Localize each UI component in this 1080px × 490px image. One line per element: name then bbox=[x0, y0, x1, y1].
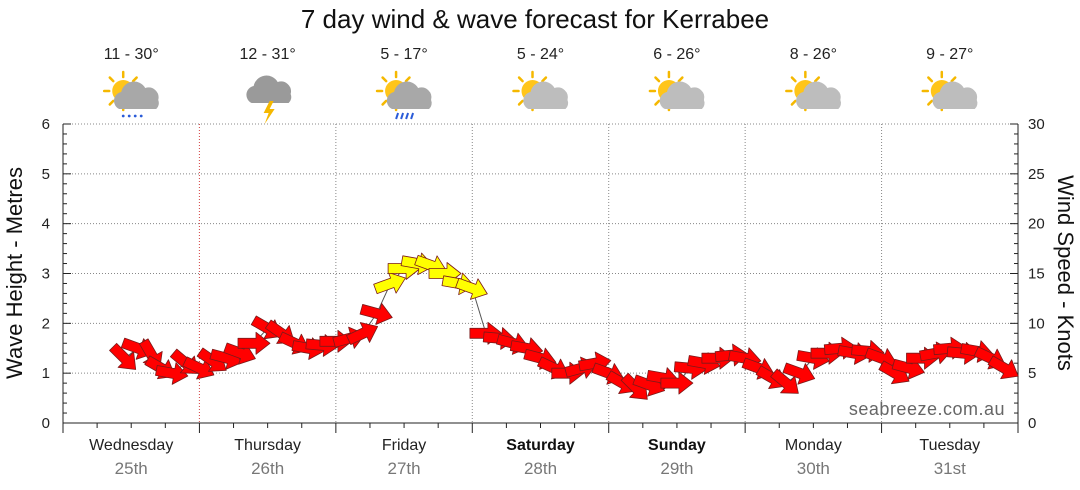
sun-ray bbox=[381, 99, 388, 106]
left-tick-label: 2 bbox=[42, 315, 50, 332]
rain-drop bbox=[410, 112, 415, 120]
grid-lines bbox=[63, 123, 1018, 423]
sun-ray bbox=[950, 76, 957, 83]
wind-arrow bbox=[455, 277, 488, 300]
day-name: Wednesday bbox=[89, 437, 173, 454]
cloud-lightning-icon bbox=[246, 75, 292, 124]
temperature-forecast: 11 - 30° 12 - 31° 5 - 17° 5 - 24° 6 - 26° 8 -… bbox=[102, 46, 978, 124]
sun-ray bbox=[790, 99, 797, 106]
left-tick-label: 4 bbox=[42, 216, 50, 233]
right-tick-label: 0 bbox=[1028, 415, 1036, 432]
watermark: seabreeze.com.au bbox=[849, 399, 1005, 419]
wind-arrow bbox=[770, 368, 799, 394]
wind-arrows bbox=[109, 252, 1019, 400]
cloud-shape bbox=[796, 81, 841, 109]
sun-cloud-icon bbox=[512, 70, 569, 112]
cloud-sun-rain-icon bbox=[375, 70, 432, 120]
day-name: Monday bbox=[785, 437, 842, 454]
day-date: 28th bbox=[524, 459, 557, 478]
temperature-range: 9 - 27° bbox=[926, 46, 973, 63]
cloud-shape bbox=[386, 81, 432, 109]
day-name: Saturday bbox=[506, 437, 575, 454]
cloud-shape bbox=[113, 81, 159, 109]
cloud-shape bbox=[523, 81, 569, 109]
wind-arrow bbox=[237, 331, 271, 355]
temperature-range: 5 - 17° bbox=[380, 46, 427, 63]
left-tick-label: 5 bbox=[42, 166, 50, 183]
day-date: 25th bbox=[115, 459, 148, 478]
sun-ray bbox=[404, 76, 411, 83]
day-date: 31st bbox=[934, 459, 966, 478]
sun-ray bbox=[108, 99, 115, 106]
day-name: Tuesday bbox=[919, 437, 980, 454]
day-name: Friday bbox=[382, 437, 426, 454]
right-tick-label: 20 bbox=[1028, 216, 1045, 233]
left-tick-label: 6 bbox=[42, 116, 50, 133]
wind-arrow bbox=[359, 302, 393, 325]
sun-ray bbox=[131, 76, 138, 83]
left-tick-label: 1 bbox=[42, 365, 50, 382]
right-tick-label: 15 bbox=[1028, 266, 1045, 283]
temperature-range: 5 - 24° bbox=[517, 46, 564, 63]
axes: 0 1 2 3 4 5 6 0 5 10 15 20 25 30 bbox=[42, 116, 1045, 433]
right-tick-label: 5 bbox=[1028, 365, 1036, 382]
sun-ray bbox=[677, 76, 684, 83]
sun-ray bbox=[517, 76, 524, 83]
drizzle-drop bbox=[127, 114, 131, 118]
sun-ray bbox=[654, 99, 661, 106]
left-tick-label: 3 bbox=[42, 266, 50, 283]
cloud-shape bbox=[932, 81, 978, 109]
rain-drop bbox=[405, 112, 410, 120]
temperature-range: 8 - 26° bbox=[790, 46, 837, 63]
wind-arrow bbox=[987, 355, 1019, 380]
day-date: 26th bbox=[251, 459, 284, 478]
cloud-shape bbox=[246, 75, 292, 103]
wind-arrow bbox=[782, 362, 816, 385]
sun-cloud-icon bbox=[921, 70, 978, 112]
day-name: Thursday bbox=[234, 437, 301, 454]
temperature-range: 6 - 26° bbox=[653, 46, 700, 63]
right-tick-label: 10 bbox=[1028, 315, 1045, 332]
rain-drop bbox=[395, 112, 400, 120]
day-name: Sunday bbox=[648, 437, 706, 454]
sun-ray bbox=[517, 99, 524, 106]
chart-title: 7 day wind & wave forecast for Kerrabee bbox=[301, 4, 769, 34]
day-date: 30th bbox=[797, 459, 830, 478]
wind-arrow bbox=[155, 362, 189, 385]
wind-arrow bbox=[373, 272, 406, 295]
drizzle-drop bbox=[121, 114, 125, 118]
sun-ray bbox=[790, 76, 797, 83]
sun-ray bbox=[108, 76, 115, 83]
sun-ray bbox=[927, 99, 934, 106]
right-tick-label: 25 bbox=[1028, 166, 1045, 183]
sun-cloud-icon bbox=[785, 70, 841, 112]
day-date: 29th bbox=[660, 459, 693, 478]
sun-ray bbox=[654, 76, 661, 83]
sun-cloud-icon bbox=[648, 70, 705, 112]
day-date: 27th bbox=[388, 459, 421, 478]
sun-ray bbox=[541, 76, 548, 83]
temperature-range: 11 - 30° bbox=[104, 46, 159, 63]
right-axis-label: Wind Speed - Knots bbox=[1053, 175, 1078, 371]
left-axis-label: Wave Height - Metres bbox=[2, 167, 27, 379]
cloud-shape bbox=[659, 81, 705, 109]
drizzle-drop bbox=[133, 114, 137, 118]
day-labels: Wednesday 25th Thursday 26th Friday 27th Satur… bbox=[89, 437, 980, 478]
wind-arrow bbox=[109, 342, 137, 370]
cloud-sun-drizzle-icon bbox=[102, 70, 159, 118]
rain-drop bbox=[400, 112, 405, 120]
wind-arrow bbox=[346, 322, 379, 345]
wind-arrow bbox=[660, 371, 694, 395]
temperature-range: 12 - 31° bbox=[240, 46, 296, 63]
sun-ray bbox=[927, 76, 934, 83]
sun-ray bbox=[814, 76, 821, 83]
right-tick-label: 30 bbox=[1028, 116, 1045, 133]
drizzle-drop bbox=[139, 114, 143, 118]
sun-ray bbox=[381, 76, 388, 83]
lightning-bolt bbox=[263, 101, 275, 124]
left-tick-label: 0 bbox=[42, 415, 50, 432]
